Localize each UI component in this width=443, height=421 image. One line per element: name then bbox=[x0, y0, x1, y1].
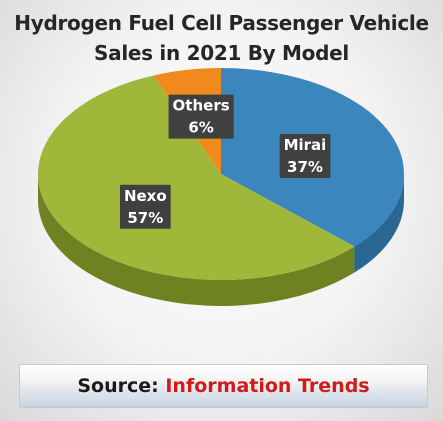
chart-title-line-1: Hydrogen Fuel Cell Passenger Vehicle bbox=[14, 11, 429, 35]
source-value: Information Trends bbox=[165, 375, 370, 397]
slice-label-name: Nexo bbox=[124, 187, 167, 205]
pie-labels: Mirai 37% Nexo 57% Others 6% bbox=[119, 94, 331, 229]
slice-label-value: 37% bbox=[287, 158, 323, 176]
slice-side-nexo bbox=[37, 174, 355, 306]
source-box: Source: Information Trends bbox=[19, 364, 428, 408]
slice-label-mirai: Mirai 37% bbox=[279, 133, 331, 178]
slice-label-bg bbox=[119, 184, 171, 229]
slice-label-value: 6% bbox=[188, 119, 213, 137]
slice-label-nexo: Nexo 57% bbox=[119, 184, 171, 229]
pie-sides bbox=[37, 174, 404, 306]
slice-label-bg bbox=[168, 94, 234, 139]
chart-title-line-2: Sales in 2021 By Model bbox=[94, 41, 349, 65]
slice-label-bg bbox=[279, 133, 331, 178]
pie-slice-nexo bbox=[38, 75, 355, 280]
slice-label-value: 57% bbox=[127, 209, 163, 227]
slice-side-mirai bbox=[354, 174, 404, 273]
chart-title: Hydrogen Fuel Cell Passenger Vehicle Sal… bbox=[0, 8, 443, 68]
pie-chart: Mirai 37% Nexo 57% Others 6% bbox=[37, 68, 405, 306]
slice-label-name: Others bbox=[173, 97, 230, 115]
source-label: Source: bbox=[77, 375, 166, 397]
slice-label-name: Mirai bbox=[284, 136, 327, 154]
slice-label-others: Others 6% bbox=[168, 94, 234, 139]
